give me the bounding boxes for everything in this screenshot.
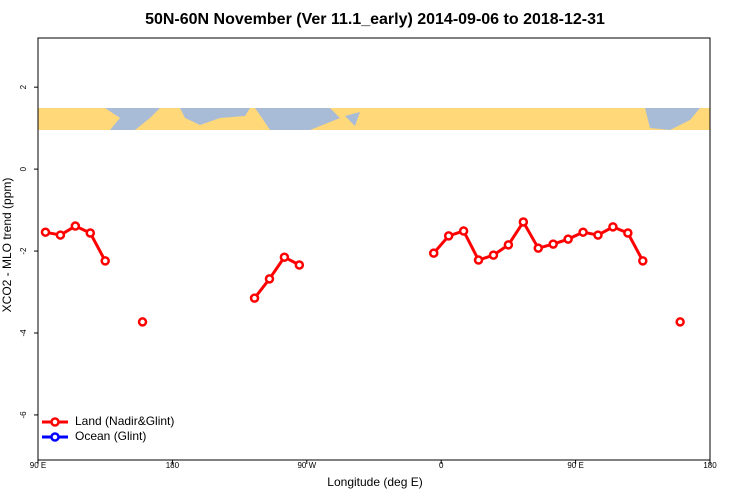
data-point bbox=[55, 230, 66, 240]
data-point bbox=[100, 256, 110, 266]
data-point bbox=[264, 274, 275, 284]
data-point bbox=[675, 317, 685, 327]
data-point bbox=[443, 231, 454, 241]
data-point bbox=[488, 250, 499, 260]
data-line bbox=[45, 224, 107, 262]
data-point bbox=[563, 234, 573, 244]
data-point bbox=[279, 252, 290, 262]
x-axis-label: Longitude (deg E) bbox=[327, 475, 422, 489]
data-point bbox=[85, 228, 96, 238]
plot-frame bbox=[37, 37, 711, 461]
data-point bbox=[70, 221, 81, 231]
y-tick-label: 2 bbox=[19, 84, 28, 89]
data-point bbox=[593, 230, 603, 240]
x-tick-label: 180 bbox=[166, 461, 180, 470]
map-band bbox=[38, 108, 710, 130]
chart-title: 50N-60N November (Ver 11.1_early) 2014-0… bbox=[145, 11, 605, 28]
data-point bbox=[623, 228, 633, 238]
x-tick-label: 180 bbox=[703, 461, 717, 470]
data-point bbox=[608, 222, 618, 232]
x-tick-label: 90 W bbox=[297, 461, 316, 470]
y-axis-label: XCO2 - MLO trend (ppm) bbox=[0, 178, 14, 313]
data-line bbox=[253, 255, 301, 300]
y-tick-label: -4 bbox=[19, 329, 28, 337]
y-tick-label: -2 bbox=[19, 247, 28, 255]
data-point bbox=[503, 240, 514, 250]
data-point bbox=[638, 256, 648, 266]
data-point bbox=[548, 239, 558, 249]
data-point bbox=[473, 255, 484, 265]
data-point bbox=[518, 217, 529, 227]
data-point bbox=[137, 317, 148, 327]
y-tick-label: 0 bbox=[19, 166, 28, 171]
y-tick-label: -6 bbox=[19, 411, 28, 419]
data-point bbox=[294, 260, 305, 270]
x-tick-label: 90 E bbox=[30, 461, 46, 470]
data-point bbox=[578, 227, 588, 237]
data-point bbox=[428, 248, 439, 258]
data-point bbox=[458, 226, 469, 236]
legend-marker bbox=[50, 417, 60, 427]
legend-label: Ocean (Glint) bbox=[75, 429, 146, 443]
data-point bbox=[533, 243, 544, 253]
data-point bbox=[249, 293, 260, 303]
legend-label: Land (Nadir&Glint) bbox=[75, 414, 174, 428]
x-tick-label: 90 E bbox=[567, 461, 583, 470]
data-point bbox=[40, 227, 51, 237]
legend-marker bbox=[50, 432, 60, 442]
x-tick-label: 0 bbox=[439, 461, 444, 470]
